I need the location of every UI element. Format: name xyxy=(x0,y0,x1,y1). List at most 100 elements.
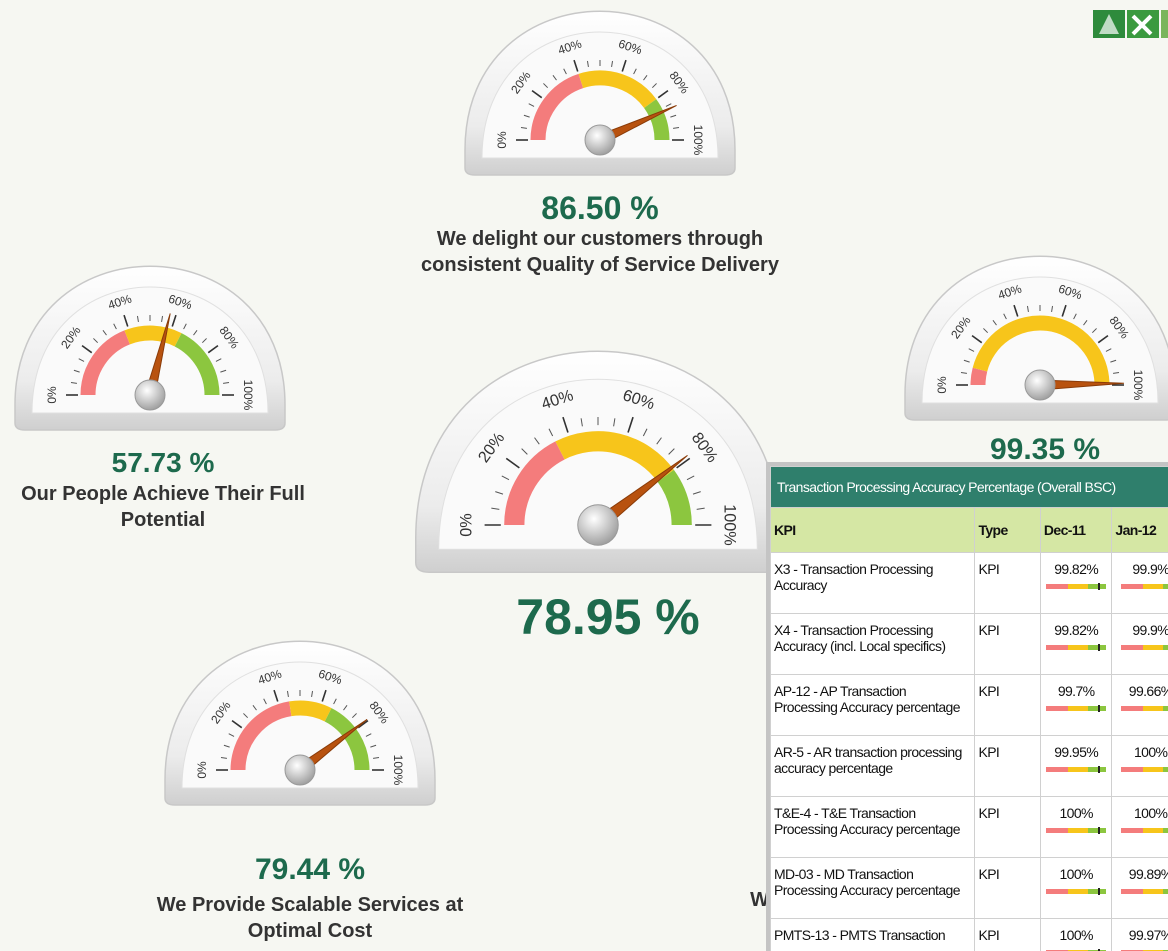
bullet-segment xyxy=(1121,584,1143,589)
gauge-tick-label: 100% xyxy=(1131,370,1145,401)
bullet-segment xyxy=(1163,584,1168,589)
cell-text: 99.9% xyxy=(1132,622,1168,638)
gauge-hub xyxy=(585,125,615,155)
gauge-tick-label: 0% xyxy=(935,376,949,394)
table-cell: 99.82% xyxy=(1040,614,1112,675)
cell-text: KPI xyxy=(978,744,999,760)
table-cell: 100% xyxy=(1040,919,1112,951)
cell-text: KPI xyxy=(978,683,999,699)
gauge-value: 78.95 % xyxy=(516,588,699,646)
bullet-segment xyxy=(1068,584,1088,589)
table-cell: AR-5 - AR transaction processing accurac… xyxy=(771,736,975,797)
cell-text: 100% xyxy=(1134,744,1167,760)
cell-text: 99.7% xyxy=(1058,683,1095,699)
table-row: PMTS-13 - PMTS TransactionKPI100%99.97% xyxy=(771,919,1168,951)
gauge-tick-label: 0% xyxy=(195,761,209,779)
bullet-segment xyxy=(1046,889,1068,894)
gauge: 0%20%40%60%80%100% xyxy=(416,351,781,572)
table-cell: 99.7% xyxy=(1040,675,1112,736)
bullet-segment xyxy=(1046,645,1068,650)
gauge-tick-label: 0% xyxy=(45,386,59,404)
bullet-segment xyxy=(1163,767,1168,772)
gauge-band xyxy=(978,370,980,385)
bullet-segment xyxy=(1088,706,1106,711)
bullet-indicator xyxy=(1121,705,1168,712)
bullet-indicator xyxy=(1046,888,1106,895)
table-cell: KPI xyxy=(975,675,1040,736)
cell-text: 99.95% xyxy=(1054,744,1098,760)
table-cell: 99.9% xyxy=(1112,553,1168,614)
bullet-indicator xyxy=(1046,766,1106,773)
table-cell: 99.9% xyxy=(1112,614,1168,675)
cell-text: 99.97% xyxy=(1129,927,1168,943)
table-cell: KPI xyxy=(975,797,1040,858)
bullet-indicator xyxy=(1046,644,1106,651)
cell-text: 99.89% xyxy=(1129,866,1168,882)
bullet-segment xyxy=(1046,584,1068,589)
gauge-value: 79.44 % xyxy=(255,853,365,887)
cell-text: AR-5 - AR transaction processing accurac… xyxy=(774,744,962,776)
bullet-marker xyxy=(1098,705,1100,712)
gauge-band xyxy=(290,708,328,715)
table-cell: 99.89% xyxy=(1112,858,1168,919)
table-cell: KPI xyxy=(975,553,1040,614)
gauge: 0%20%40%60%80%100% xyxy=(15,266,285,430)
cell-text: 100% xyxy=(1134,805,1167,821)
table-cell: KPI xyxy=(975,736,1040,797)
table-cell: 100% xyxy=(1040,797,1112,858)
bullet-segment xyxy=(1143,706,1163,711)
export-icon-set[interactable] xyxy=(1093,8,1168,40)
gauge-caption: We Provide Scalable Services at Optimal … xyxy=(125,892,495,944)
gauge-tick-label: 0% xyxy=(495,131,509,149)
gauge-tick-label: 100% xyxy=(391,755,405,786)
bullet-segment xyxy=(1163,889,1168,894)
cell-text: 99.82% xyxy=(1054,561,1098,577)
table-title: Transaction Processing Accuracy Percenta… xyxy=(771,467,1168,508)
table-cell: KPI xyxy=(975,858,1040,919)
bullet-segment xyxy=(1088,584,1106,589)
bullet-segment xyxy=(1088,767,1106,772)
cell-text: 100% xyxy=(1059,927,1092,943)
cell-text: 99.9% xyxy=(1132,561,1168,577)
bullet-segment xyxy=(1121,645,1143,650)
bullet-segment xyxy=(1143,828,1163,833)
gauge-hub xyxy=(578,505,619,546)
export-icons[interactable] xyxy=(1093,8,1168,45)
bullet-indicator xyxy=(1046,705,1106,712)
bullet-segment xyxy=(1163,828,1168,833)
bullet-segment xyxy=(1088,645,1106,650)
table-row: X3 - Transaction Processing Accuracy KPI 9… xyxy=(771,553,1168,614)
table-row: T&E-4 - T&E Transaction Processing Accur… xyxy=(771,797,1168,858)
bullet-indicator xyxy=(1121,644,1168,651)
bullet-segment xyxy=(1088,889,1106,894)
bullet-segment xyxy=(1046,828,1068,833)
table-cell: 99.66% xyxy=(1112,675,1168,736)
bullet-segment xyxy=(1143,584,1163,589)
header-cell: Type xyxy=(975,508,1040,553)
gauge: 0%20%40%60%80%100% xyxy=(905,256,1168,420)
bullet-indicator xyxy=(1121,888,1168,895)
table-cell: T&E-4 - T&E Transaction Processing Accur… xyxy=(771,797,975,858)
gauge-hub xyxy=(1025,370,1055,400)
cell-text: PMTS-13 - PMTS Transaction xyxy=(774,927,945,943)
cell-text: KPI xyxy=(978,561,999,577)
gauge-tick-label: 100% xyxy=(691,125,705,156)
kpi-table: Transaction Processing Accuracy Percenta… xyxy=(766,462,1168,951)
extra-icon[interactable] xyxy=(1161,10,1168,38)
table-cell: PMTS-13 - PMTS Transaction xyxy=(771,919,975,951)
bullet-segment xyxy=(1121,828,1143,833)
bullet-segment xyxy=(1046,706,1068,711)
gauge-tick-label: 0% xyxy=(457,513,475,536)
table-cell: KPI xyxy=(975,614,1040,675)
bullet-marker xyxy=(1098,766,1100,773)
bullet-segment xyxy=(1121,706,1143,711)
cell-text: 100% xyxy=(1059,805,1092,821)
gauge-hub xyxy=(135,380,165,410)
cell-text: X3 - Transaction Processing Accuracy xyxy=(774,561,933,593)
table-row: MD-03 - MD Transaction Processing Accura… xyxy=(771,858,1168,919)
kpi-table-grid: Transaction Processing Accuracy Percenta… xyxy=(770,466,1168,951)
gauge-hub xyxy=(285,755,315,785)
gauge-tick-label: 100% xyxy=(721,504,739,545)
table-cell: 99.82% xyxy=(1040,553,1112,614)
